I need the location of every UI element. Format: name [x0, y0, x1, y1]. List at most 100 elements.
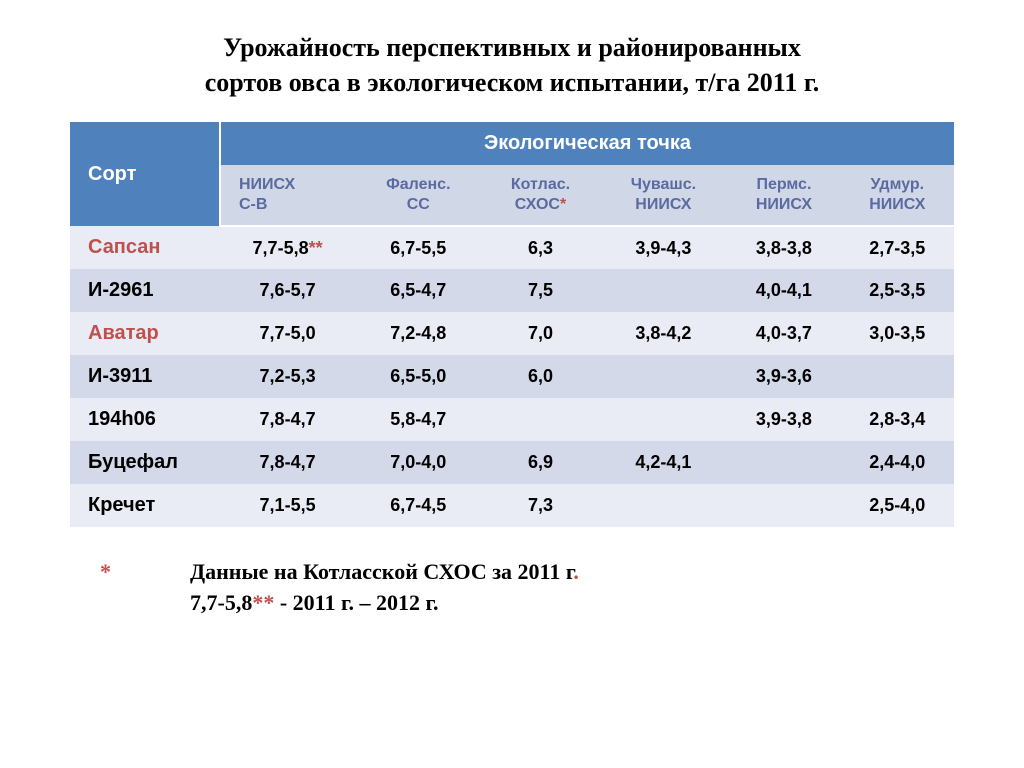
cell-value: 2,5-3,5: [869, 280, 925, 300]
col-group-header: Экологическая точка: [220, 122, 954, 165]
table-cell: 6,3: [481, 226, 599, 269]
cell-value: 7,5: [528, 280, 553, 300]
table-row: И-39117,2-5,36,5-5,06,03,9-3,6: [70, 355, 954, 398]
cell-value: 7,2-4,8: [390, 323, 446, 343]
table-row: Сапсан7,7-5,8**6,7-5,56,33,9-4,33,8-3,82…: [70, 226, 954, 269]
cell-value: 7,7-5,0: [260, 323, 316, 343]
table-cell: 6,7-4,5: [355, 484, 481, 527]
col-subheader: Котлас.СХОС*: [481, 165, 599, 226]
title-line2: сортов овса в экологическом испытании, т…: [205, 68, 819, 97]
cell-value: 2,7-3,5: [869, 238, 925, 258]
row-label: Кречет: [70, 484, 220, 527]
footnote-line2-star: **: [252, 590, 274, 615]
cell-value: 7,8-4,7: [260, 409, 316, 429]
table-cell: 7,3: [481, 484, 599, 527]
footnote-line2a: 7,7-5,8: [190, 590, 252, 615]
row-label: Аватар: [70, 312, 220, 355]
row-label: Сапсан: [70, 226, 220, 269]
cell-value: 7,0: [528, 323, 553, 343]
cell-value: 7,0-4,0: [390, 452, 446, 472]
cell-value: 6,0: [528, 366, 553, 386]
table-cell: 6,5-5,0: [355, 355, 481, 398]
table-cell: 6,9: [481, 441, 599, 484]
row-label: 194h06: [70, 398, 220, 441]
table-cell: 3,0-3,5: [841, 312, 954, 355]
table-body: Сапсан7,7-5,8**6,7-5,56,33,9-4,33,8-3,82…: [70, 226, 954, 527]
cell-value: 3,9-3,6: [756, 366, 812, 386]
table-cell: 3,8-4,2: [600, 312, 728, 355]
col-sort-header: Сорт: [70, 122, 220, 226]
table-cell: 3,9-4,3: [600, 226, 728, 269]
cell-value: 2,5-4,0: [869, 495, 925, 515]
table-cell: [600, 484, 728, 527]
col-subheader-l1: Чувашс.: [631, 176, 696, 193]
table-cell: 7,6-5,7: [220, 269, 355, 312]
table-row: И-2961 7,6-5,7 6,5-4,7 7,5 4,0-4,1 2,5-3,5: [70, 269, 954, 312]
table-cell: 7,7-5,8**: [220, 226, 355, 269]
table-cell: [600, 269, 728, 312]
cell-value: 4,0-3,7: [756, 323, 812, 343]
table-cell: [841, 355, 954, 398]
table-cell: 7,8-4,7: [220, 398, 355, 441]
cell-value: 6,7-5,5: [390, 238, 446, 258]
table-cell: 6,5-4,7: [355, 269, 481, 312]
cell-value: 4,2-4,1: [635, 452, 691, 472]
row-label: Буцефал: [70, 441, 220, 484]
cell-value: 7,7-5,8: [253, 238, 309, 258]
table-cell: 2,5-4,0: [841, 484, 954, 527]
footnote: *Данные на Котласской СХОС за 2011 г. 7,…: [70, 557, 954, 619]
cell-value: 6,3: [528, 238, 553, 258]
yield-table: Сорт Экологическая точка НИИСХ С-В Фаленс.…: [70, 122, 954, 527]
col-subheader: Чувашс.НИИСХ: [600, 165, 728, 226]
cell-value: 3,8-4,2: [635, 323, 691, 343]
cell-value: 5,8-4,7: [390, 409, 446, 429]
col-subheader-l1: Пермс.: [756, 176, 811, 193]
cell-value: 7,8-4,7: [260, 452, 316, 472]
table-row: Кречет7,1-5,56,7-4,57,32,5-4,0: [70, 484, 954, 527]
col-subheader-l2: НИИСХ: [756, 196, 812, 213]
table-cell: 2,8-3,4: [841, 398, 954, 441]
cell-value: 2,4-4,0: [869, 452, 925, 472]
col-subheader-l1: Фаленс.: [386, 176, 450, 193]
table-cell: 4,0-3,7: [727, 312, 840, 355]
footnote-line2b: - 2011 г. – 2012 г.: [274, 590, 438, 615]
cell-star: **: [309, 238, 323, 258]
table-cell: [727, 484, 840, 527]
table-cell: [600, 398, 728, 441]
col-subheader-l1: НИИСХ: [239, 176, 295, 193]
col-subheader-l2: НИИСХ: [869, 196, 925, 213]
table-cell: 3,9-3,6: [727, 355, 840, 398]
table-cell: 7,0-4,0: [355, 441, 481, 484]
table-cell: 7,0: [481, 312, 599, 355]
col-subheader-l2: СХОС: [515, 196, 560, 213]
cell-value: 6,5-4,7: [390, 280, 446, 300]
col-subheader: НИИСХ С-В: [220, 165, 355, 226]
cell-value: 6,5-5,0: [390, 366, 446, 386]
table-cell: [481, 398, 599, 441]
table-row: Буцефал 7,8-4,7 7,0-4,0 6,9 4,2-4,1 2,4-4,0: [70, 441, 954, 484]
table-row: 194h067,8-4,75,8-4,73,9-3,82,8-3,4: [70, 398, 954, 441]
col-subheader-l2: С-В: [239, 196, 267, 213]
row-label: И-3911: [70, 355, 220, 398]
cell-value: 3,8-3,8: [756, 238, 812, 258]
cell-value: 3,0-3,5: [869, 323, 925, 343]
table-cell: 3,8-3,8: [727, 226, 840, 269]
cell-value: 6,9: [528, 452, 553, 472]
row-label: И-2961: [70, 269, 220, 312]
title-line1: Урожайность перспективных и районированн…: [223, 33, 801, 62]
table-cell: 2,5-3,5: [841, 269, 954, 312]
cell-value: 6,7-4,5: [390, 495, 446, 515]
cell-value: 3,9-4,3: [635, 238, 691, 258]
footnote-line1: Данные на Котласской СХОС за 2011 г: [190, 559, 573, 584]
table-cell: [727, 441, 840, 484]
slide-title: Урожайность перспективных и районированн…: [70, 30, 954, 100]
table-cell: 2,4-4,0: [841, 441, 954, 484]
cell-value: 7,6-5,7: [260, 280, 316, 300]
cell-value: 2,8-3,4: [869, 409, 925, 429]
table-cell: 6,7-5,5: [355, 226, 481, 269]
table-cell: 4,0-4,1: [727, 269, 840, 312]
col-subheader: Пермс. НИИСХ: [727, 165, 840, 226]
col-subheader: Удмур. НИИСХ: [841, 165, 954, 226]
cell-value: 7,3: [528, 495, 553, 515]
col-subheader-l1: Удмур.: [870, 176, 924, 193]
